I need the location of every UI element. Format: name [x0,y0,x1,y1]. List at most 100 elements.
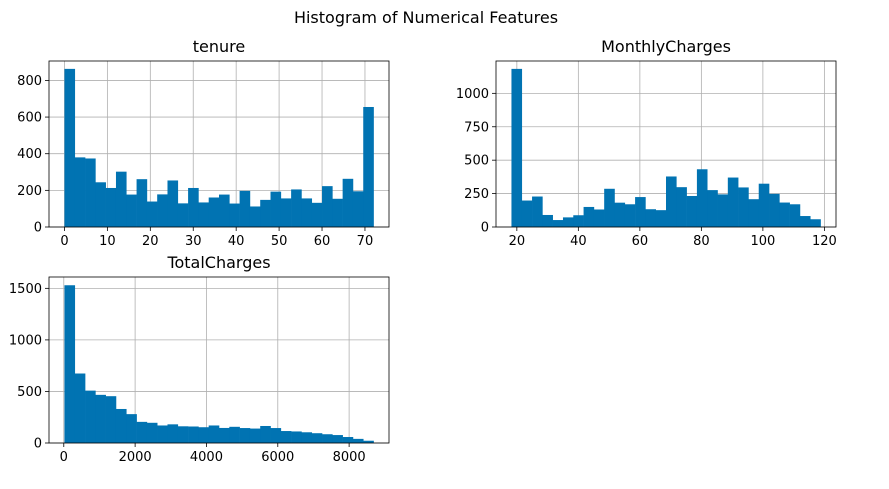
monthlycharges-bar [717,194,729,227]
monthlycharges-bar [789,204,801,227]
monthlycharges-bar [707,190,718,227]
tenure-bar [64,68,76,227]
monthlycharges-bar [655,210,667,227]
tenure-axes-frame [48,60,390,228]
totalcharges-bar [239,428,251,443]
monthlycharges-bar [511,68,523,227]
tenure-bar [352,191,364,227]
totalcharges-bar [95,394,106,443]
tenure-bar [270,191,282,227]
totalcharges-x-tick-label: 4000 [190,450,223,465]
monthlycharges-bar [748,199,760,227]
monthlycharges-bar [738,187,749,227]
tenure-y-tick-label: 400 [17,147,42,162]
monthlycharges-bar [758,183,770,227]
tenure-bar [146,201,158,227]
totalcharges-bar [64,285,76,443]
totalcharges-bar [167,424,179,443]
monthlycharges-bar [676,187,687,227]
totalcharges-bar [219,427,230,443]
totalcharges-bar [105,396,117,443]
tenure-x-tick-label: 50 [271,234,288,249]
monthlycharges-x-tick-label: 20 [509,234,526,249]
tenure-x-tick-label: 30 [185,234,202,249]
tenure-bar [342,178,354,227]
tenure-bar [332,198,343,227]
monthlycharges-y-tick-label: 500 [464,154,489,169]
totalcharges-bar [85,390,96,443]
monthlycharges-bar [604,188,615,227]
monthlycharges-bar [614,202,626,227]
tenure-bar [157,194,168,227]
monthlycharges-bar [799,216,811,227]
monthlycharges-bar [769,193,780,227]
tenure-y-tick-label: 800 [17,74,42,89]
monthlycharges-y-tick-label: 1000 [456,87,489,102]
tenure-bar [280,198,292,227]
monthlycharges-bar [552,220,564,227]
tenure-bar [249,206,261,227]
totalcharges-bar [74,373,86,443]
totalcharges-bar [126,414,137,443]
totalcharges-x-tick-label: 2000 [119,450,152,465]
tenure-bar [291,189,302,227]
tenure-bar [239,190,251,227]
monthlycharges-bar [532,196,543,227]
tenure-bar [229,203,240,227]
monthlycharges-bar [562,217,574,227]
totalcharges-bar [208,425,220,443]
totalcharges-bar [198,427,209,443]
tenure-bar [177,203,189,227]
monthlycharges-bar [696,169,708,227]
tenure-x-tick-label: 60 [314,234,331,249]
tenure-x-tick-label: 20 [142,234,159,249]
panel-tenure: 0 10 20 30 40 50 60 70 0 200 400 600 800 tenure [17,37,390,249]
tenure-bar [260,199,271,227]
totalcharges-title: TotalCharges [166,253,270,272]
tenure-x-tick-label: 40 [228,234,245,249]
totalcharges-bar [136,421,148,443]
totalcharges-bar [146,422,158,443]
totalcharges-x-tick-label: 0 [60,450,68,465]
totalcharges-bar [115,408,127,443]
totalcharges-bar [260,425,271,443]
monthlycharges-bar [624,204,636,227]
tenure-bar [219,194,230,227]
tenure-bar [198,202,209,227]
tenure-y-tick-label: 200 [17,184,42,199]
monthlycharges-bar [593,209,605,227]
tenure-y-tick-label: 600 [17,111,42,126]
tenure-bar [322,186,333,227]
totalcharges-bar [301,432,313,443]
monthlycharges-bar [810,219,821,227]
tenure-bar [167,180,179,227]
tenure-bar [105,187,117,227]
monthlycharges-y-tick-label: 250 [464,187,489,202]
monthlycharges-bar [573,215,584,227]
tenure-bar [363,106,374,227]
tenure-x-tick-label: 0 [60,234,68,249]
monthlycharges-y-tick-label: 0 [481,221,489,236]
totalcharges-bar [322,434,333,443]
totalcharges-y-tick-label: 1000 [9,333,42,348]
panel-monthlycharges: 20 40 60 80 100 120 0 250 500 750 1000 MonthlyCharg… [456,37,837,249]
monthlycharges-x-tick-label: 80 [693,234,710,249]
totalcharges-bar [270,428,282,443]
monthlycharges-x-tick-label: 40 [570,234,587,249]
totalcharges-y-tick-label: 0 [34,437,42,452]
totalcharges-axes-frame [48,276,390,444]
totalcharges-bar [177,426,189,443]
monthlycharges-bar [666,176,677,227]
monthlycharges-x-tick-label: 60 [632,234,649,249]
totalcharges-bar [342,437,354,443]
tenure-bar [95,182,106,227]
totalcharges-bar [291,431,302,443]
totalcharges-bar [229,426,240,443]
monthlycharges-y-tick-label: 750 [464,120,489,135]
totalcharges-x-tick-label: 6000 [261,450,294,465]
tenure-bar [311,202,323,227]
monthlycharges-x-tick-label: 100 [750,234,775,249]
tenure-x-tick-label: 10 [99,234,116,249]
monthlycharges-title: MonthlyCharges [601,37,731,56]
monthlycharges-bar [635,197,646,227]
